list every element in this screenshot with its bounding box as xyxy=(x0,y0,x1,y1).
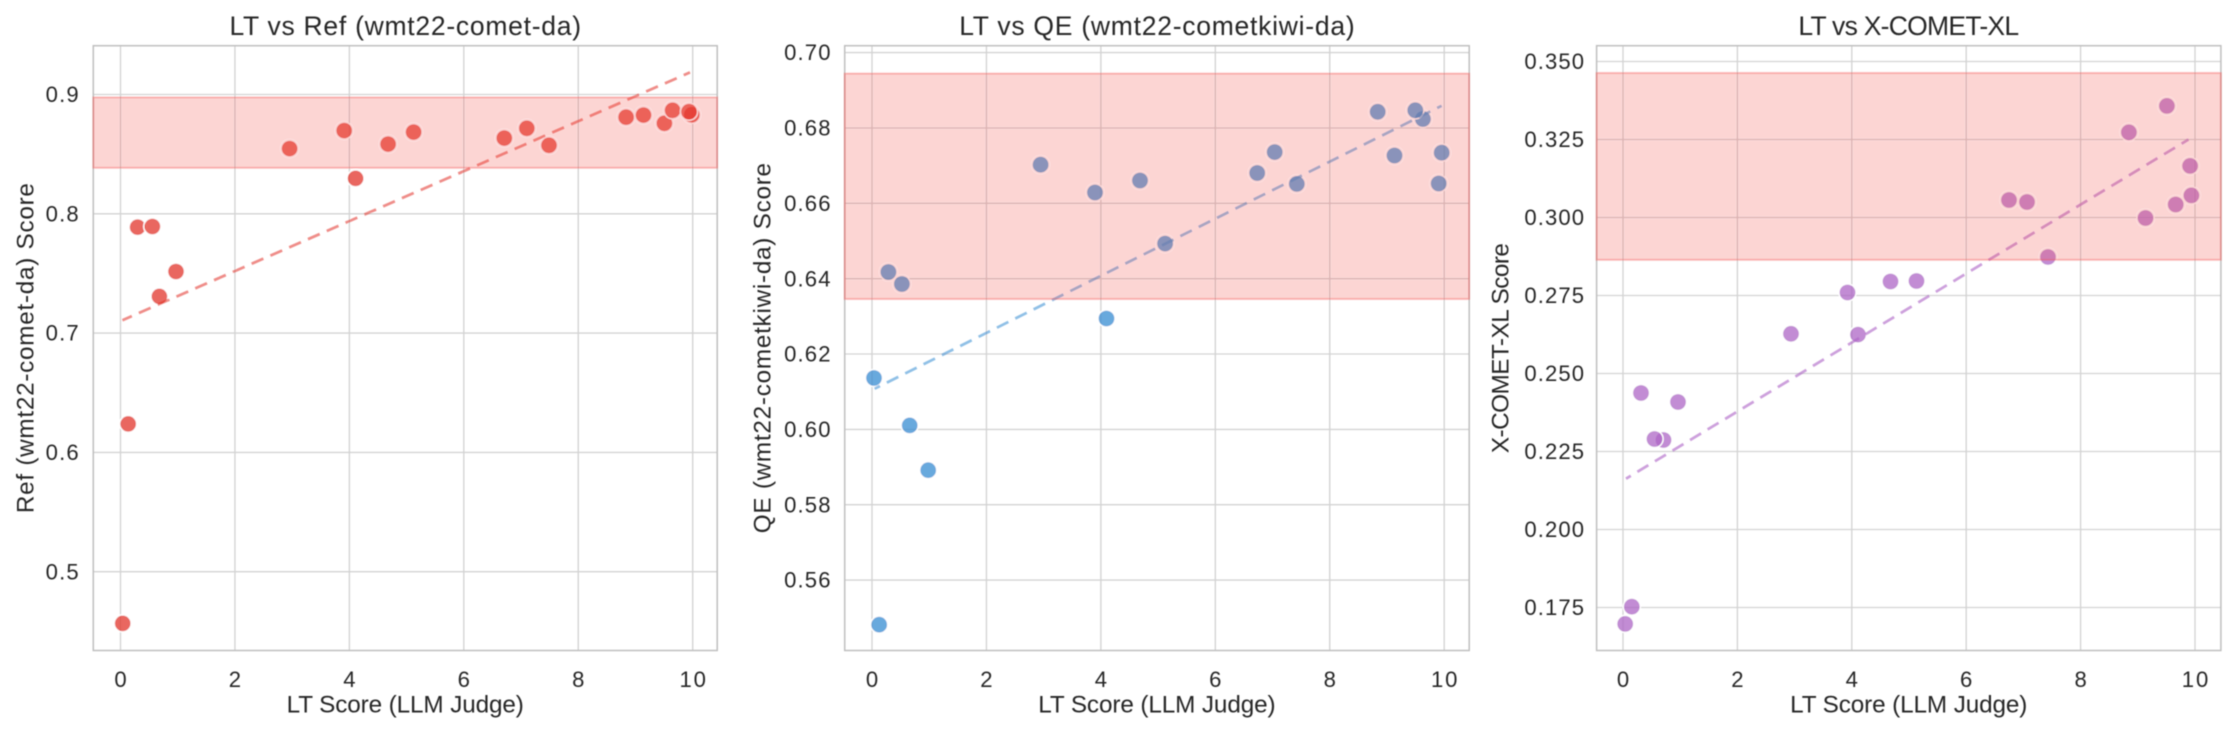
svg-text:0.250: 0.250 xyxy=(1524,361,1584,386)
svg-text:4: 4 xyxy=(1095,667,1107,692)
svg-text:8: 8 xyxy=(1324,667,1336,692)
svg-text:0.325: 0.325 xyxy=(1524,127,1584,152)
svg-text:QE (wmt22-cometkiwi-da) Score: QE (wmt22-cometkiwi-da) Score xyxy=(749,163,776,533)
svg-text:0.6: 0.6 xyxy=(46,440,79,465)
svg-text:6: 6 xyxy=(1209,667,1221,692)
svg-text:4: 4 xyxy=(1846,667,1858,692)
svg-text:10: 10 xyxy=(1431,667,1458,692)
svg-text:0.70: 0.70 xyxy=(784,40,830,65)
svg-text:0.7: 0.7 xyxy=(46,321,79,346)
svg-text:LT Score (LLM Judge): LT Score (LLM Judge) xyxy=(1038,692,1275,719)
svg-text:LT Score (LLM Judge): LT Score (LLM Judge) xyxy=(287,692,524,719)
svg-text:2: 2 xyxy=(1731,667,1743,692)
svg-text:10: 10 xyxy=(679,667,706,692)
svg-text:X-COMET-XL Score: X-COMET-XL Score xyxy=(1487,243,1514,453)
svg-text:0: 0 xyxy=(1617,667,1629,692)
svg-text:8: 8 xyxy=(572,667,584,692)
svg-text:0.300: 0.300 xyxy=(1524,205,1584,230)
svg-text:0.225: 0.225 xyxy=(1524,439,1584,464)
svg-text:LT vs QE (wmt22-cometkiwi-da): LT vs QE (wmt22-cometkiwi-da) xyxy=(959,11,1354,41)
svg-text:0.275: 0.275 xyxy=(1524,283,1584,308)
svg-text:0.8: 0.8 xyxy=(46,201,79,226)
svg-text:2: 2 xyxy=(980,667,992,692)
svg-text:0.9: 0.9 xyxy=(46,82,79,107)
svg-text:0.5: 0.5 xyxy=(46,559,79,584)
svg-text:LT vs X-COMET-XL: LT vs X-COMET-XL xyxy=(1798,11,2019,41)
svg-text:6: 6 xyxy=(458,667,470,692)
svg-text:0.66: 0.66 xyxy=(784,191,830,216)
svg-text:0: 0 xyxy=(866,667,878,692)
svg-text:0.56: 0.56 xyxy=(784,568,830,593)
svg-text:0: 0 xyxy=(114,667,126,692)
svg-text:10: 10 xyxy=(2182,667,2209,692)
svg-text:0.60: 0.60 xyxy=(784,417,830,442)
svg-text:LT vs Ref (wmt22-comet-da): LT vs Ref (wmt22-comet-da) xyxy=(229,11,581,41)
svg-text:0.175: 0.175 xyxy=(1524,595,1584,620)
svg-text:8: 8 xyxy=(2074,667,2086,692)
svg-text:0.62: 0.62 xyxy=(784,342,830,367)
svg-text:Ref (wmt22-comet-da) Score: Ref (wmt22-comet-da) Score xyxy=(12,183,39,513)
svg-text:6: 6 xyxy=(1960,667,1972,692)
svg-text:LT Score (LLM Judge): LT Score (LLM Judge) xyxy=(1790,692,2027,719)
svg-text:0.58: 0.58 xyxy=(784,492,830,517)
svg-text:0.350: 0.350 xyxy=(1524,49,1584,74)
svg-text:0.64: 0.64 xyxy=(784,266,830,291)
svg-text:4: 4 xyxy=(343,667,355,692)
svg-text:0.200: 0.200 xyxy=(1524,517,1584,542)
svg-text:0.68: 0.68 xyxy=(784,116,830,141)
svg-text:2: 2 xyxy=(229,667,241,692)
